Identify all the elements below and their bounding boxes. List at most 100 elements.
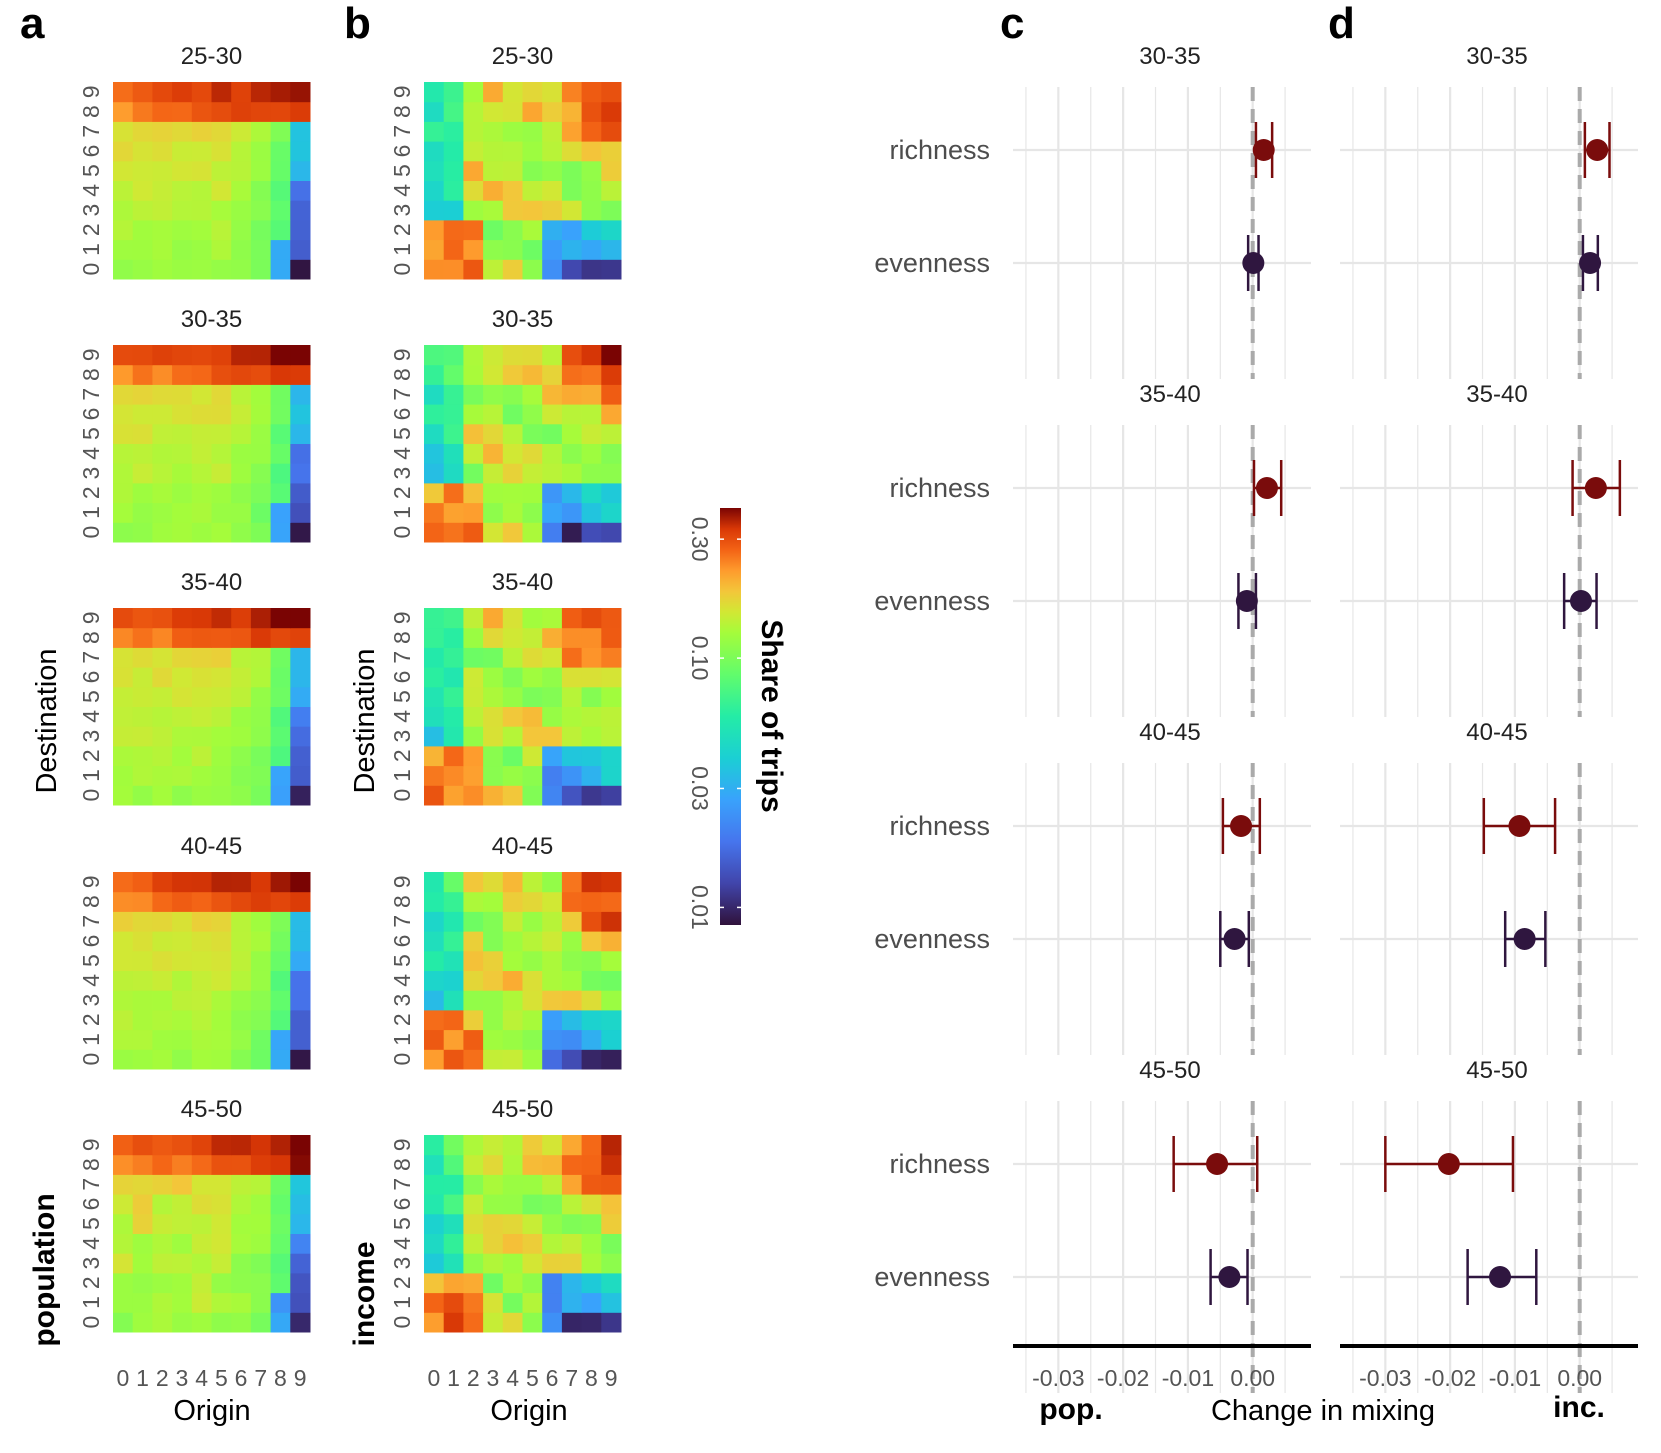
heatmap-cell xyxy=(132,1312,153,1333)
heatmap-cell xyxy=(191,785,212,806)
heatmap-cell xyxy=(191,160,212,181)
heatmap-cell xyxy=(152,627,173,648)
heatmap-cell xyxy=(542,667,563,688)
heatmap-y-tick: 3 xyxy=(389,204,415,217)
heatmap-cell xyxy=(561,608,583,629)
heatmap-cell xyxy=(601,384,622,405)
heatmap-cell xyxy=(290,443,311,464)
heatmap-cell xyxy=(250,404,272,425)
heatmap-cell xyxy=(290,1194,311,1215)
heatmap-cell xyxy=(424,1312,445,1333)
heatmap-cell xyxy=(132,872,153,893)
heatmap-cell xyxy=(172,502,193,523)
heatmap-y-tick: 1 xyxy=(389,1296,415,1309)
heatmap-cell xyxy=(152,423,173,444)
heatmap-cell xyxy=(132,502,153,523)
heatmap-cell xyxy=(463,502,484,523)
heatmap-cell xyxy=(561,990,583,1011)
heatmap-cell xyxy=(132,160,153,181)
heatmap-cell xyxy=(211,219,232,241)
heatmap-cell xyxy=(424,121,445,142)
heatmap-cell xyxy=(290,160,311,181)
heatmap-cell xyxy=(211,931,232,952)
heatmap-cell xyxy=(542,1194,563,1215)
heatmap-cell xyxy=(483,891,504,912)
heatmap-cell xyxy=(443,502,464,523)
heatmap-y-tick: 8 xyxy=(78,1158,104,1171)
panel-d-tag: inc. xyxy=(1553,1391,1605,1424)
heatmap-cell xyxy=(463,745,484,767)
heatmap-cell xyxy=(502,1253,523,1274)
heatmap-cell xyxy=(483,345,504,366)
heatmap-y-tick: 4 xyxy=(78,1237,104,1250)
heatmap-cell xyxy=(211,141,232,162)
heatmap-cell xyxy=(601,345,622,366)
heatmap-cell xyxy=(152,1029,173,1050)
heatmap-cell xyxy=(113,404,134,425)
heatmap-cell xyxy=(191,404,212,425)
heatmap-cell xyxy=(113,872,134,893)
heatmap-y-tick: 8 xyxy=(389,895,415,908)
heatmap-cell xyxy=(113,345,134,366)
heatmap-cell xyxy=(270,950,291,971)
heatmap-cell xyxy=(542,785,563,806)
point-evenness xyxy=(1513,928,1536,950)
heatmap-cell xyxy=(443,160,464,181)
heatmap-y-tick: 1 xyxy=(78,243,104,256)
heatmap-cell xyxy=(581,1213,602,1234)
heatmap-cell xyxy=(211,1292,232,1313)
heatmap-cell xyxy=(581,1292,602,1313)
heatmap-cell xyxy=(463,364,484,385)
heatmap-cell xyxy=(132,1292,153,1313)
heatmap-cell xyxy=(191,1194,212,1215)
heatmap-cell xyxy=(290,1135,311,1156)
heatmap-y-tick: 0 xyxy=(78,1316,104,1329)
panel-label-a: a xyxy=(20,0,45,48)
heatmap-cell xyxy=(172,345,193,366)
heatmap-y-tick: 2 xyxy=(78,223,104,236)
forest-d-facet-title: 40-45 xyxy=(1466,719,1527,746)
heatmap-cell xyxy=(463,141,484,162)
heatmap-cell xyxy=(561,911,583,932)
heatmap-y-tick: 0 xyxy=(78,526,104,539)
heatmap-cell xyxy=(172,1292,193,1313)
heatmap-cell xyxy=(581,141,602,162)
heatmap-cell xyxy=(113,1253,134,1274)
heatmap-cell xyxy=(601,1312,622,1333)
heatmap-cell xyxy=(443,765,464,786)
heatmap-cell xyxy=(424,101,445,122)
heatmap-cell xyxy=(290,785,311,806)
heatmap-y-tick: 1 xyxy=(78,1296,104,1309)
heatmap-y-tick: 7 xyxy=(78,915,104,928)
heatmap-cell xyxy=(152,686,173,707)
heatmap-cell xyxy=(270,345,291,366)
heatmap-cell xyxy=(561,765,583,786)
heatmap-cell xyxy=(231,160,252,181)
heatmap-cell xyxy=(443,1253,464,1274)
heatmap-cell xyxy=(424,1272,445,1294)
heatmap-cell xyxy=(601,627,622,648)
heatmap-cell xyxy=(443,911,464,932)
heatmap-cell xyxy=(424,608,445,629)
point-evenness xyxy=(1223,928,1246,950)
heatmap-cell xyxy=(172,404,193,425)
heatmap-cell xyxy=(211,1272,232,1294)
forest-x-tick: -0.02 xyxy=(1424,1365,1476,1391)
heatmap-cell xyxy=(502,1312,523,1333)
heatmap-cell xyxy=(172,1312,193,1333)
heatmap-cell xyxy=(172,950,193,971)
heatmap-cell xyxy=(172,1233,193,1254)
heatmap-cell xyxy=(113,785,134,806)
heatmap-cell xyxy=(191,891,212,912)
heatmap-cell xyxy=(132,647,153,668)
heatmap-cell xyxy=(172,1272,193,1294)
heatmap-cell xyxy=(172,1049,193,1070)
heatmap-y-tick: 6 xyxy=(389,1198,415,1211)
heatmap-cell xyxy=(270,384,291,405)
forest-x-label: Change in mixing xyxy=(1211,1395,1435,1427)
heatmap-cell xyxy=(601,160,622,181)
heatmap-cell xyxy=(601,785,622,806)
heatmap-cell xyxy=(483,872,504,893)
heatmap-cell xyxy=(191,1009,212,1031)
heatmap-y-tick: 9 xyxy=(78,1138,104,1151)
